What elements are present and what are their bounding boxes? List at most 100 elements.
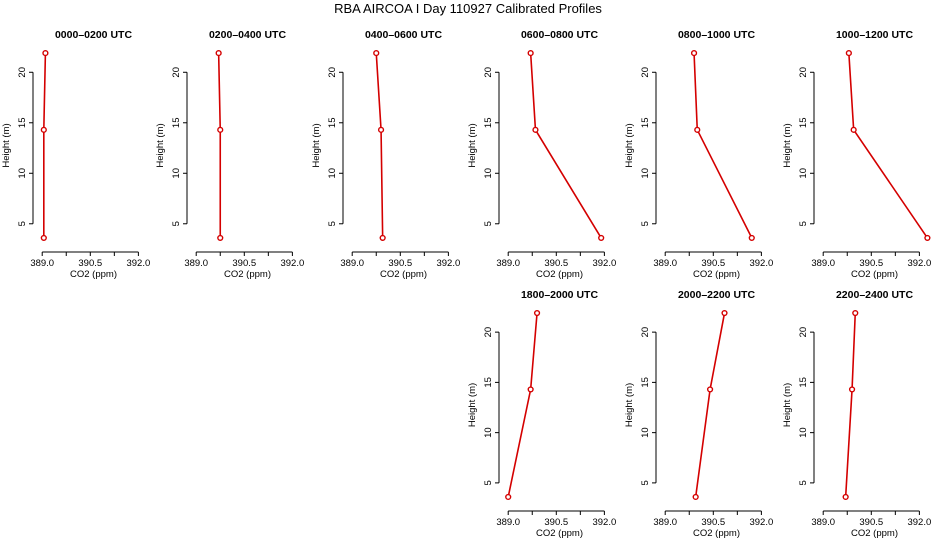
data-point — [706, 386, 714, 393]
data-point — [377, 126, 385, 133]
data-point — [532, 126, 539, 133]
data-point — [842, 493, 849, 501]
y-tick-label: 15 — [798, 117, 809, 128]
x-tick-label: 389.0 — [30, 258, 54, 269]
y-tick-label: 5 — [798, 221, 809, 226]
data-point — [373, 49, 380, 57]
data-point — [690, 49, 698, 57]
y-tick-label: 10 — [798, 168, 809, 179]
data-point — [852, 309, 859, 317]
profile-line — [43, 53, 47, 238]
x-tick-label: 390.5 — [78, 258, 102, 269]
data-point — [533, 309, 541, 317]
panel-title: 0600–0800 UTC — [521, 29, 598, 41]
y-tick-label: 15 — [171, 117, 182, 128]
x-tick-label: 390.5 — [544, 258, 568, 269]
panel: 1800–2000 UTC 389.0 390.5 392.0 5 10 15 20 CO2 (… — [467, 289, 616, 539]
data-point — [40, 126, 47, 133]
y-tick-label: 15 — [483, 377, 494, 388]
x-axis-label: CO2 (ppm) — [224, 269, 271, 280]
data-point — [527, 49, 534, 57]
y-tick-label: 15 — [17, 117, 28, 128]
y-tick-label: 10 — [640, 168, 651, 179]
panel: 2000–2200 UTC 389.0 390.5 392.0 5 10 15 20 CO2 (… — [624, 289, 773, 539]
y-axis-label: Height (m) — [782, 383, 793, 427]
x-tick-label: 392.0 — [749, 517, 773, 528]
y-tick-label: 20 — [798, 67, 809, 78]
panel-title: 0800–1000 UTC — [678, 29, 755, 41]
y-tick-label: 20 — [483, 327, 494, 338]
data-point — [40, 234, 47, 242]
panel-title: 0200–0400 UTC — [209, 29, 286, 41]
panel: 0400–0600 UTC 389.0 390.5 392.0 5 10 15 20 CO2 (… — [311, 29, 460, 280]
y-tick-label: 10 — [798, 427, 809, 438]
data-point — [598, 234, 605, 242]
x-tick-label: 390.5 — [859, 258, 883, 269]
y-tick-label: 5 — [327, 221, 338, 226]
y-axis-label: Height (m) — [311, 123, 322, 167]
data-point — [845, 49, 852, 57]
x-tick-label: 390.5 — [701, 517, 725, 528]
x-tick-label: 389.0 — [496, 258, 520, 269]
y-tick-label: 20 — [483, 67, 494, 78]
data-point — [748, 234, 755, 242]
x-tick-label: 392.0 — [436, 258, 460, 269]
x-axis-label: CO2 (ppm) — [851, 269, 898, 280]
y-axis-label: Height (m) — [782, 123, 793, 167]
x-axis-label: CO2 (ppm) — [536, 269, 583, 280]
x-axis-label: CO2 (ppm) — [70, 269, 117, 280]
y-tick-label: 5 — [640, 221, 651, 226]
y-tick-label: 10 — [171, 168, 182, 179]
data-point — [505, 493, 512, 501]
x-axis-label: CO2 (ppm) — [380, 269, 427, 280]
x-tick-label: 390.5 — [859, 517, 883, 528]
panel: 0600–0800 UTC 389.0 390.5 392.0 5 10 15 20 CO2 (… — [467, 29, 616, 280]
panel: 2200–2400 UTC 389.0 390.5 392.0 5 10 15 20 CO2 (… — [782, 289, 931, 539]
x-axis-label: CO2 (ppm) — [536, 528, 583, 539]
x-tick-label: 389.0 — [653, 258, 677, 269]
x-tick-label: 389.0 — [184, 258, 208, 269]
y-tick-label: 5 — [483, 480, 494, 485]
y-tick-label: 5 — [483, 221, 494, 226]
y-axis-label: Height (m) — [1, 123, 12, 167]
y-tick-label: 20 — [798, 327, 809, 338]
y-tick-label: 15 — [798, 377, 809, 388]
panel-title: 0000–0200 UTC — [55, 29, 132, 41]
x-tick-label: 392.0 — [592, 517, 616, 528]
y-tick-label: 5 — [17, 221, 28, 226]
data-point — [721, 309, 728, 317]
x-tick-label: 389.0 — [340, 258, 364, 269]
y-tick-label: 10 — [483, 168, 494, 179]
y-tick-label: 15 — [640, 117, 651, 128]
x-axis-label: CO2 (ppm) — [693, 269, 740, 280]
y-axis-label: Height (m) — [624, 383, 635, 427]
y-tick-label: 10 — [17, 168, 28, 179]
y-tick-label: 5 — [171, 221, 182, 226]
x-tick-label: 392.0 — [907, 517, 931, 528]
x-axis-label: CO2 (ppm) — [851, 528, 898, 539]
y-tick-label: 15 — [483, 117, 494, 128]
x-tick-label: 389.0 — [653, 517, 677, 528]
profile-line — [529, 53, 602, 239]
data-point — [924, 234, 931, 242]
x-axis-label: CO2 (ppm) — [693, 528, 740, 539]
x-tick-label: 389.0 — [811, 258, 835, 269]
panel: 0200–0400 UTC 389.0 390.5 392.0 5 10 15 20 CO2 (… — [155, 29, 304, 280]
y-tick-label: 20 — [640, 67, 651, 78]
y-tick-label: 5 — [798, 480, 809, 485]
panel-title: 2000–2200 UTC — [678, 289, 755, 301]
x-tick-label: 392.0 — [592, 258, 616, 269]
data-point — [527, 386, 534, 393]
x-tick-label: 390.5 — [544, 517, 568, 528]
y-tick-label: 20 — [171, 67, 182, 78]
profile-line — [507, 312, 538, 498]
y-tick-label: 10 — [483, 427, 494, 438]
y-tick-label: 10 — [640, 427, 651, 438]
x-tick-label: 389.0 — [811, 517, 835, 528]
profile-line — [848, 53, 929, 239]
data-point — [850, 126, 857, 133]
profile-line — [217, 53, 222, 238]
data-point — [42, 49, 49, 57]
data-point — [217, 234, 224, 242]
y-tick-label: 10 — [327, 168, 338, 179]
